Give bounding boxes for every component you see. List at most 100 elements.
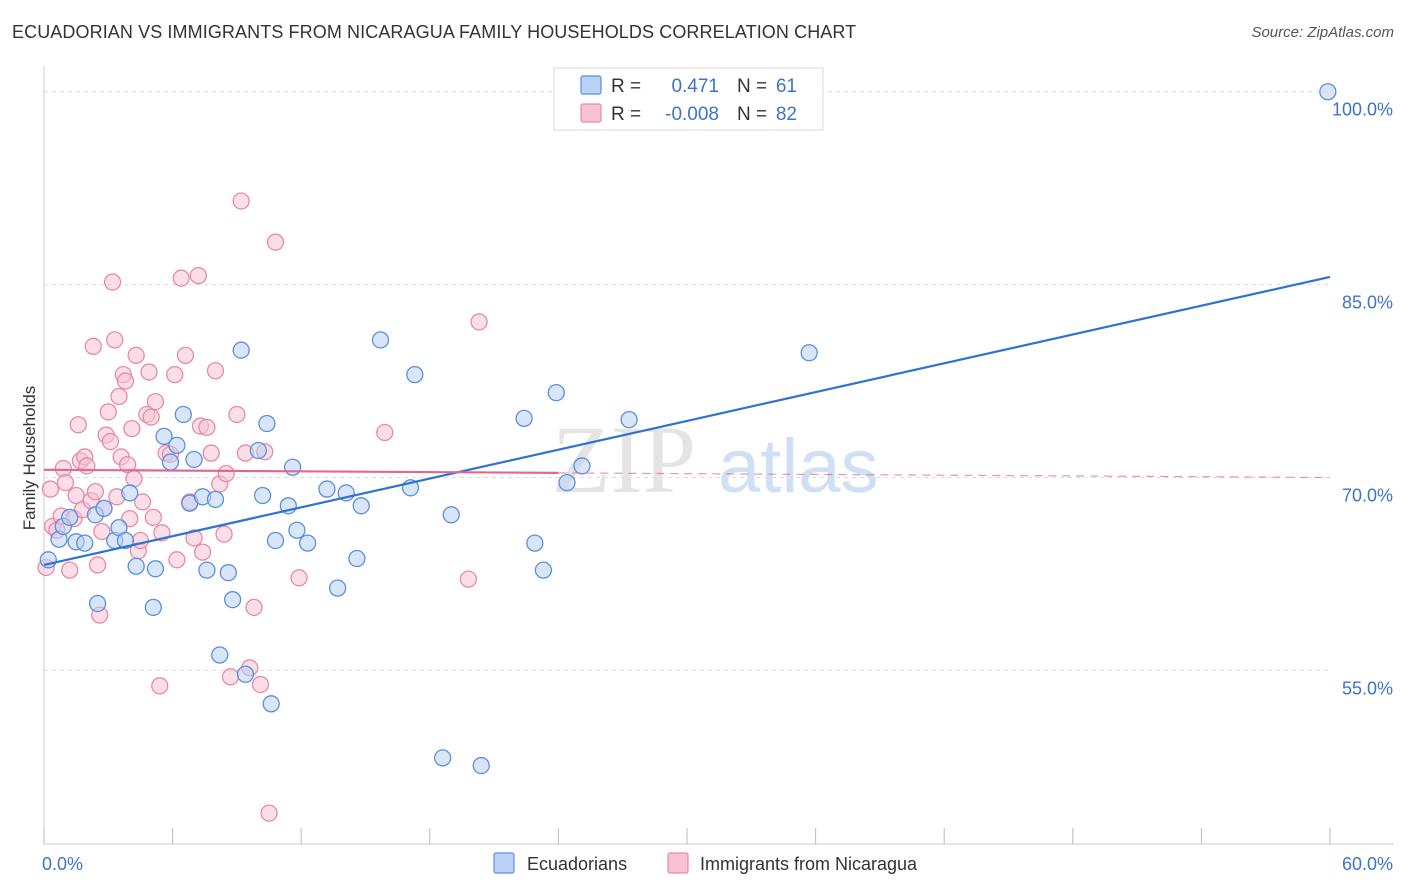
nicaragua-point <box>86 482 105 501</box>
legend-r-value: 0.471 <box>671 76 719 97</box>
series-legend: Ecuadorians Immigrants from Nicaragua <box>493 852 918 874</box>
nicaragua-point <box>470 313 488 331</box>
watermark: ZIP atlas <box>552 406 879 513</box>
nicaragua-point <box>118 455 137 474</box>
nicaragua-point <box>88 556 107 574</box>
nicaragua-point <box>228 405 246 424</box>
x-tick-labels: 0.0% 60.0% <box>42 854 1393 874</box>
nicaragua-point <box>84 337 102 355</box>
nicaragua-point <box>168 551 186 569</box>
ecuadorian-point <box>573 457 591 475</box>
nicaragua-point <box>56 473 75 492</box>
ecuadorian-point <box>534 561 553 579</box>
ecuadorian-point <box>236 665 255 683</box>
nicaragua-point <box>266 233 285 251</box>
nicaragua-point <box>54 459 72 478</box>
ecuadorian-point <box>39 551 57 569</box>
ecuadorian-point <box>288 521 306 539</box>
ecuadorian-point <box>472 756 490 775</box>
ecuadorian-point <box>116 531 135 550</box>
ecuadorian-point <box>371 331 390 349</box>
nicaragua-point <box>142 408 160 426</box>
legend-n-value: 82 <box>776 104 797 125</box>
pink-points <box>37 192 488 822</box>
x-tick-label: 60.0% <box>1342 854 1393 874</box>
ecuadorian-point <box>168 436 186 455</box>
ecuadorian-point <box>223 591 242 609</box>
stats-legend: R = 0.471 N = 61 R = -0.008 N = 82 <box>553 67 824 131</box>
legend-swatch-ecuadorians <box>580 75 602 95</box>
y-tick-label: 55.0% <box>1342 678 1393 698</box>
y-tick-label: 70.0% <box>1342 486 1393 506</box>
legend-r-label: R = <box>611 104 641 125</box>
nicaragua-point <box>217 464 235 483</box>
ecuadorian-point <box>262 695 280 713</box>
nicaragua-point <box>193 543 212 561</box>
y-tick-labels: 100.0% 85.0% 70.0% 55.0% <box>1332 100 1393 699</box>
nicaragua-point <box>206 362 225 380</box>
nicaragua-point <box>78 457 96 475</box>
legend-swatch-nicaragua <box>667 852 689 874</box>
nicaragua-point <box>290 569 308 587</box>
legend-n-value: 61 <box>776 76 797 97</box>
ecuadorian-point <box>144 598 162 617</box>
chart-title: ECUADORIAN VS IMMIGRANTS FROM NICARAGUA … <box>12 22 857 42</box>
nicaragua-point <box>144 508 162 527</box>
blue-points <box>39 83 1337 775</box>
ecuadorian-point <box>76 534 94 552</box>
ecuadorian-point <box>352 497 370 515</box>
nicaragua-point <box>221 668 240 686</box>
nicaragua-point <box>99 403 117 421</box>
legend-swatch-ecuadorians <box>493 852 515 874</box>
ecuadorian-point <box>146 560 165 578</box>
ecuadorian-point <box>174 405 192 424</box>
nicaragua-point <box>103 273 122 291</box>
y-tick-label: 85.0% <box>1342 293 1393 313</box>
nicaragua-point <box>67 486 85 505</box>
ecuadorian-point <box>95 499 113 518</box>
y-axis-label: Family Households <box>20 386 39 531</box>
ecuadorian-point <box>232 341 250 359</box>
nicaragua-point <box>127 346 145 364</box>
nicaragua-point <box>202 444 220 462</box>
ecuadorian-point <box>253 486 272 505</box>
nicaragua-point <box>166 365 184 384</box>
nicaragua-point <box>232 192 250 210</box>
source-label: Source: ZipAtlas.com <box>1251 24 1394 41</box>
legend-r-value: -0.008 <box>665 104 719 125</box>
legend-r-label: R = <box>611 76 641 97</box>
nicaragua-trend-line <box>43 468 559 474</box>
nicaragua-point <box>140 363 158 381</box>
ecuadorian-point <box>1319 83 1337 101</box>
nicaragua-point <box>172 269 190 287</box>
ecuadorian-point <box>127 557 145 575</box>
nicaragua-point <box>198 418 216 437</box>
x-tick-label: 0.0% <box>42 854 83 874</box>
grid-layer <box>44 91 1330 671</box>
ecuadorian-point <box>198 561 216 579</box>
nicaragua-point <box>146 392 165 411</box>
nicaragua-point <box>61 561 79 579</box>
nicaragua-point <box>189 266 207 285</box>
ecuadorian-point <box>283 458 302 476</box>
ecuadorian-point <box>515 409 533 428</box>
nicaragua-point <box>69 416 87 434</box>
trend-layer <box>43 275 1331 567</box>
ecuadorian-point <box>219 564 237 582</box>
ecuadorian-point <box>547 383 565 402</box>
nicaragua-point <box>459 570 478 588</box>
nicaragua-point <box>101 432 120 451</box>
legend-label-ecuadorians: Ecuadorians <box>527 854 627 874</box>
nicaragua-point <box>176 346 195 364</box>
y-tick-label: 100.0% <box>1332 100 1393 120</box>
ecuadorian-point <box>620 410 638 429</box>
ecuadorian-point <box>185 450 203 469</box>
ecuadorian-point <box>318 480 336 498</box>
nicaragua-point <box>376 423 394 442</box>
nicaragua-point <box>251 675 270 694</box>
ecuadorian-point <box>61 508 79 527</box>
ecuadorian-point <box>258 414 276 433</box>
ecuadorian-point <box>211 646 229 664</box>
ecuadorian-point <box>249 441 267 460</box>
